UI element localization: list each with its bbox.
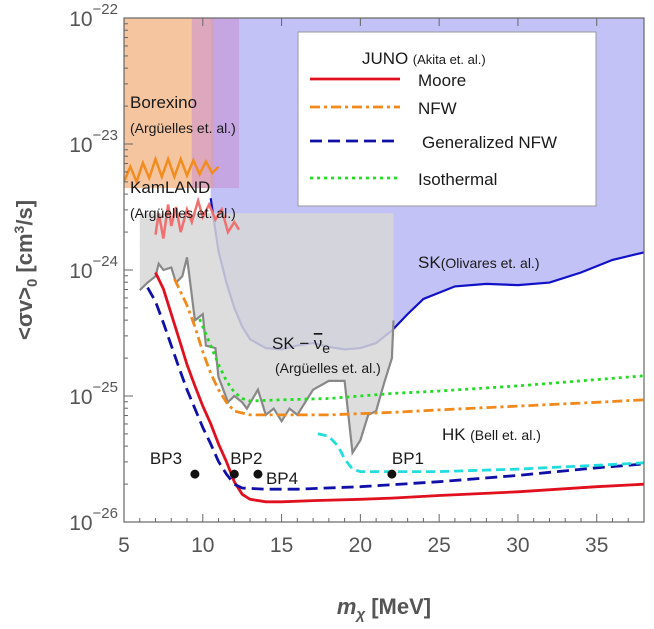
legend-label-nfw: NFW (418, 99, 457, 118)
series-nfw (173, 278, 644, 417)
annotation-hk: HK (Bell et. al.) (442, 425, 541, 444)
annotations: Borexino (Argüelles et. al.) KamLAND (Ar… (130, 93, 541, 444)
x-tick-label: 20 (349, 534, 372, 557)
annotation-borexino-cite: (Argüelles et. al.) (130, 120, 236, 136)
x-tick-label: 15 (270, 534, 293, 557)
benchmark-label-bp1: BP1 (392, 449, 424, 468)
legend-label-iso: Isothermal (418, 170, 497, 189)
annotation-sk-nue-cite: (Argüelles et. al.) (275, 360, 381, 376)
x-tick-label: 5 (118, 534, 130, 557)
benchmark-point-bp3 (190, 469, 200, 479)
annotation-kamland-cite: (Argüelles et. al.) (130, 205, 236, 221)
y-axis-title: <σv>0 [cm3/s] (11, 200, 41, 340)
x-tick-label: 35 (585, 534, 608, 557)
legend-title: JUNO (Akita et. al.) (362, 49, 486, 68)
x-axis-title: mχ [MeV] (337, 594, 431, 623)
legend: JUNO (Akita et. al.) Moore NFW Generalized… (297, 31, 597, 207)
y-tick-label: 10−26 (69, 505, 118, 535)
y-tick-label: 10−25 (69, 379, 118, 409)
axis-ticks: 5 10 15 20 25 30 35 10−22 10−23 10−24 10−25 10−26 (69, 1, 629, 557)
legend-label-moore: Moore (418, 71, 466, 90)
benchmark-label-bp2: BP2 (230, 449, 262, 468)
curve-kamland_edge (154, 196, 241, 239)
curves-layer (124, 155, 644, 504)
benchmark-label-bp4: BP4 (266, 469, 298, 488)
annotation-sk-nue: SK − νe (272, 334, 330, 356)
x-tick-label: 25 (427, 534, 450, 557)
annotation-kamland: KamLAND (130, 178, 210, 197)
benchmark-label-bp3: BP3 (150, 449, 182, 468)
y-tick-label: 10−22 (69, 1, 118, 31)
annotation-sk: SK(Olivares et. al.) (418, 253, 540, 272)
legend-label-gnfw: Generalized NFW (422, 133, 557, 152)
benchmark-point-bp1 (387, 469, 397, 479)
y-tick-label: 10−24 (69, 253, 118, 283)
benchmark-points: BP1 BP2 BP3 BP4 (150, 449, 424, 488)
y-tick-label: 10−23 (69, 127, 118, 157)
x-tick-label: 30 (506, 534, 529, 557)
benchmark-point-bp2 (229, 469, 239, 479)
curve-borexino_edge (124, 155, 220, 186)
series-hk (317, 432, 644, 473)
region-kamland (191, 18, 240, 189)
region-sk-nue (139, 213, 394, 453)
annotation-borexino: Borexino (130, 93, 197, 112)
x-tick-label: 10 (191, 534, 214, 557)
benchmark-point-bp4 (253, 469, 263, 479)
series-moore (154, 271, 644, 504)
